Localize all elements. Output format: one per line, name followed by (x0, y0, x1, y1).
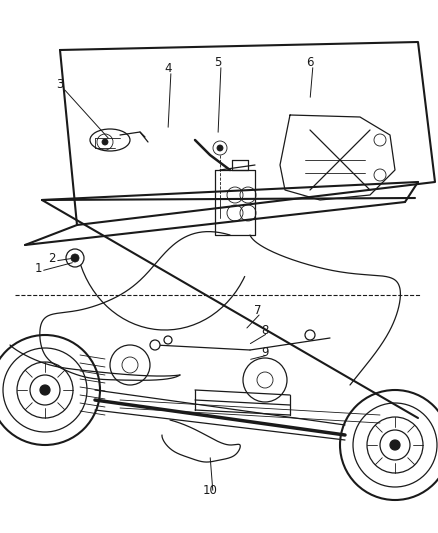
Text: 9: 9 (261, 345, 269, 359)
Text: 7: 7 (254, 303, 262, 317)
Circle shape (66, 249, 84, 267)
Text: 6: 6 (306, 55, 314, 69)
Circle shape (305, 330, 315, 340)
Text: 4: 4 (164, 61, 172, 75)
Text: 10: 10 (202, 483, 217, 497)
Text: 1: 1 (34, 262, 42, 274)
Text: 2: 2 (48, 252, 56, 264)
Circle shape (71, 254, 79, 262)
Circle shape (40, 385, 50, 395)
Circle shape (217, 145, 223, 151)
Circle shape (390, 440, 400, 450)
Text: 8: 8 (261, 324, 268, 336)
Circle shape (164, 336, 172, 344)
Text: 5: 5 (214, 55, 222, 69)
Circle shape (102, 139, 108, 145)
Circle shape (150, 340, 160, 350)
Text: 3: 3 (57, 78, 64, 92)
